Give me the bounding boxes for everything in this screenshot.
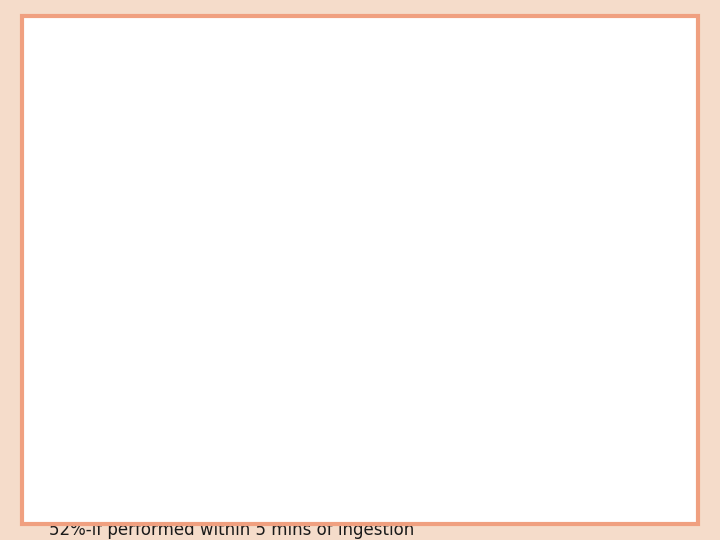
Text: Unprotected airway: Unprotected airway — [99, 376, 263, 395]
Text: Esophageal/gastric surgery: Esophageal/gastric surgery — [99, 420, 326, 438]
Text: 52%-if performed within 5 mins of ingestion: 52%-if performed within 5 mins of ingest… — [49, 521, 414, 539]
Text: Petroleum distillate ingest and-aspiration pneumonia: Petroleum distillate ingest and-aspirati… — [99, 333, 540, 352]
Text: ►: ► — [83, 376, 95, 395]
Text: ►: ► — [83, 420, 95, 438]
Text: ►: ► — [83, 140, 95, 159]
Text: Tube misplacement in the trachea: Tube misplacement in the trachea — [99, 184, 383, 202]
Text: ►: ► — [83, 97, 95, 116]
Text: ►: ► — [83, 333, 95, 352]
Text: ►: ► — [83, 291, 95, 308]
Text: Aspiration (common): Aspiration (common) — [113, 97, 287, 116]
Text: Corrosive poisoning-GE perforation: Corrosive poisoning-GE perforation — [99, 291, 391, 308]
Circle shape — [608, 454, 673, 503]
Text: Esophageal /gastric perforation: Esophageal /gastric perforation — [99, 140, 360, 159]
Text: ►: ► — [83, 184, 95, 202]
Text: Complications:: Complications: — [49, 46, 205, 66]
Text: Lavage decreases ingesting absorption by an average of:: Lavage decreases ingesting absorption by… — [83, 478, 559, 496]
Text: Contraindications:: Contraindications: — [49, 242, 243, 261]
